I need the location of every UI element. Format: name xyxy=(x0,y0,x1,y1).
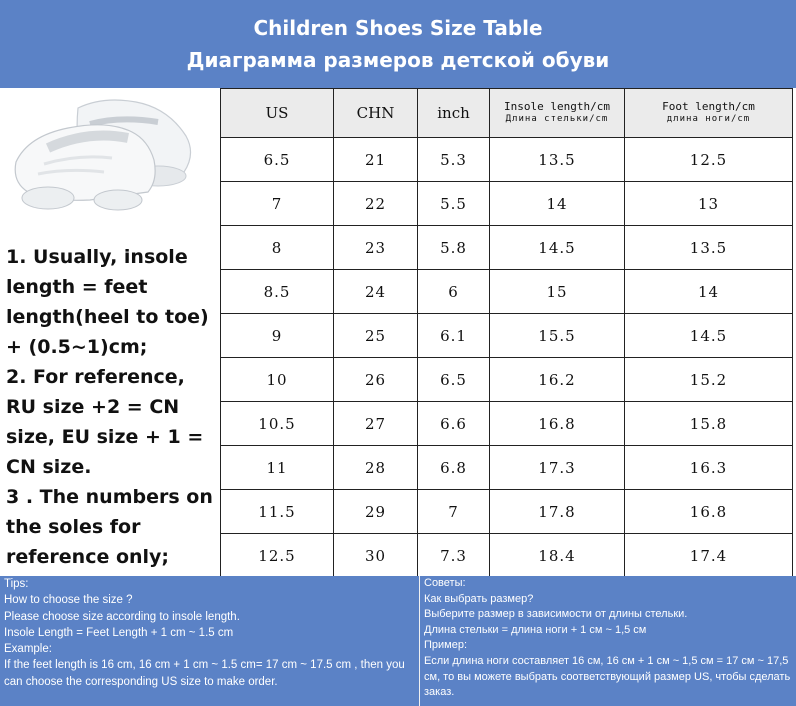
cell-inch: 6.6 xyxy=(417,401,490,446)
header-foot: Foot length/cm длина ноги/cm xyxy=(624,88,793,138)
cell-us: 11 xyxy=(220,445,334,490)
tip-line: Example: xyxy=(4,643,52,656)
cell-inch: 6 xyxy=(417,269,490,314)
cell-insole: 17.8 xyxy=(489,489,625,534)
cell-chn: 30 xyxy=(333,533,418,578)
tip-line: Пример: xyxy=(424,639,468,652)
tips-russian: Советы: Как выбрать размер? Выберите раз… xyxy=(419,576,796,706)
cell-insole: 13.5 xyxy=(489,137,625,182)
cell-inch: 5.3 xyxy=(417,137,490,182)
cell-insole: 16.2 xyxy=(489,357,625,402)
cell-us: 11.5 xyxy=(220,489,334,534)
cell-inch: 7.3 xyxy=(417,533,490,578)
cell-inch: 6.1 xyxy=(417,313,490,358)
title-russian: Диаграмма размеров детской обуви xyxy=(186,48,610,72)
cell-chn: 27 xyxy=(333,401,418,446)
tip-line: Как выбрать размер? xyxy=(424,592,534,605)
cell-foot: 15.2 xyxy=(624,357,793,402)
cell-chn: 23 xyxy=(333,225,418,270)
table-row: 8 23 5.8 14.5 13.5 xyxy=(220,225,793,270)
white-sneakers-pair xyxy=(14,99,192,211)
cell-chn: 29 xyxy=(333,489,418,534)
cell-us: 9 xyxy=(220,313,334,358)
table-row: 10.5 27 6.6 16.8 15.8 xyxy=(220,401,793,446)
cell-us: 8 xyxy=(220,225,334,270)
size-notes: 1. Usually, insole length = feet length(… xyxy=(6,246,213,568)
cell-inch: 5.8 xyxy=(417,225,490,270)
header-banner: Children Shoes Size Table Диаграмма разм… xyxy=(0,0,796,88)
tip-line: Длина стельки = длина ноги + 1 см ~ 1,5 … xyxy=(424,623,647,636)
table-header-row: US CHN inch Insole length/cm Длина стель… xyxy=(220,88,793,138)
cell-foot: 16.8 xyxy=(624,489,793,534)
cell-chn: 26 xyxy=(333,357,418,402)
cell-us: 10.5 xyxy=(220,401,334,446)
table-row: 8.5 24 6 15 14 xyxy=(220,269,793,314)
header-insole-ru: Длина стельки/cm xyxy=(505,114,609,124)
tip-line: Please choose size according to insole l… xyxy=(4,610,240,623)
header-foot-en: Foot length/cm xyxy=(662,100,755,113)
cell-us: 7 xyxy=(220,181,334,226)
cell-inch: 6.8 xyxy=(417,445,490,490)
tip-line: Выберите размер в зависимости от длины с… xyxy=(424,608,688,621)
header-us: US xyxy=(220,88,334,138)
cell-insole: 14 xyxy=(489,181,625,226)
cell-foot: 16.3 xyxy=(624,445,793,490)
tips-english: Tips: How to choose the size ? Please ch… xyxy=(0,576,419,706)
table-row: 11 28 6.8 17.3 16.3 xyxy=(220,445,793,490)
cell-insole: 18.4 xyxy=(489,533,625,578)
cell-chn: 22 xyxy=(333,181,418,226)
cell-us: 6.5 xyxy=(220,137,334,182)
cell-us: 10 xyxy=(220,357,334,402)
cell-chn: 28 xyxy=(333,445,418,490)
table-row: 12.5 30 7.3 18.4 17.4 xyxy=(220,533,793,578)
header-insole: Insole length/cm Длина стельки/cm xyxy=(489,88,625,138)
tip-line: If the feet length is 16 cm, 16 cm + 1 c… xyxy=(4,659,405,688)
cell-insole: 17.3 xyxy=(489,445,625,490)
cell-foot: 15.8 xyxy=(624,401,793,446)
tip-line: Tips: xyxy=(4,578,29,590)
tip-line: How to choose the size ? xyxy=(4,594,133,607)
cell-chn: 24 xyxy=(333,269,418,314)
left-panel: 1. Usually, insole length = feet length(… xyxy=(0,88,220,576)
cell-foot: 14.5 xyxy=(624,313,793,358)
table-row: 6.5 21 5.3 13.5 12.5 xyxy=(220,137,793,182)
tip-line: Insole Length = Feet Length + 1 cm ~ 1.5… xyxy=(4,626,234,639)
cell-inch: 6.5 xyxy=(417,357,490,402)
table-row: 7 22 5.5 14 13 xyxy=(220,181,793,226)
table-row: 9 25 6.1 15.5 14.5 xyxy=(220,313,793,358)
cell-us: 8.5 xyxy=(220,269,334,314)
header-foot-ru: длина ноги/cm xyxy=(666,114,751,124)
cell-insole: 15 xyxy=(489,269,625,314)
header-chn: CHN xyxy=(333,88,418,138)
cell-inch: 5.5 xyxy=(417,181,490,226)
cell-foot: 17.4 xyxy=(624,533,793,578)
size-table: US CHN inch Insole length/cm Длина стель… xyxy=(220,88,793,578)
tip-line: Советы: xyxy=(424,577,466,589)
cell-foot: 13.5 xyxy=(624,225,793,270)
header-inch: inch xyxy=(417,88,490,138)
title-english: Children Shoes Size Table xyxy=(253,16,543,40)
cell-foot: 13 xyxy=(624,181,793,226)
cell-us: 12.5 xyxy=(220,533,334,578)
cell-chn: 21 xyxy=(333,137,418,182)
cell-chn: 25 xyxy=(333,313,418,358)
cell-insole: 16.8 xyxy=(489,401,625,446)
cell-foot: 14 xyxy=(624,269,793,314)
cell-inch: 7 xyxy=(417,489,490,534)
table-row: 10 26 6.5 16.2 15.2 xyxy=(220,357,793,402)
header-insole-en: Insole length/cm xyxy=(504,100,610,113)
cell-foot: 12.5 xyxy=(624,137,793,182)
tip-line: Если длина ноги составляет 16 см, 16 см … xyxy=(424,654,791,699)
cell-insole: 14.5 xyxy=(489,225,625,270)
table-row: 11.5 29 7 17.8 16.8 xyxy=(220,489,793,534)
cell-insole: 15.5 xyxy=(489,313,625,358)
